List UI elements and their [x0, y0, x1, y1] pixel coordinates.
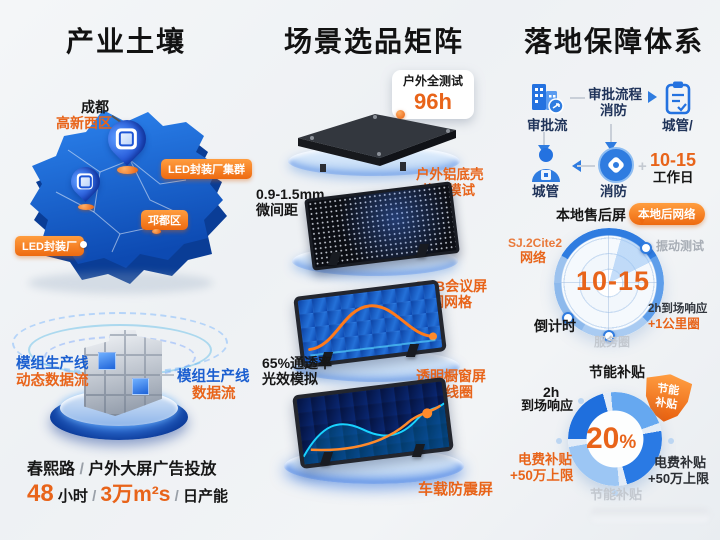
- gauge-label-resp-2: 到场响应: [521, 398, 574, 413]
- shield-line-2: 补贴: [654, 396, 678, 412]
- test-callout-card: 户外全测试 96h: [392, 70, 474, 120]
- map-badge-factory-dot: [80, 241, 87, 248]
- flow-down-line-1: [543, 132, 545, 145]
- gauge-label-resp-1: 2h: [543, 384, 560, 400]
- tower-right-label-1: 模组生产线: [177, 369, 250, 385]
- arrow-right-icon: [648, 91, 663, 103]
- column-title-guarantee: 落地保障体系: [524, 26, 705, 57]
- radar-dot-bottom: [603, 330, 615, 342]
- radar-label-left-1: SJ.2Cite2: [508, 236, 563, 250]
- gauge-label-right-2: +50万上限: [648, 471, 710, 486]
- arrow-down-icon-2: [605, 142, 617, 157]
- tower-right-connector: [160, 374, 174, 376]
- label-vehicle: 车载防震屏: [418, 481, 494, 498]
- label-outdoor-1: 户外铝底壳: [416, 167, 484, 182]
- radar-label-left-2: 网络: [520, 250, 547, 265]
- stats-hours-value: 48: [27, 480, 54, 507]
- flow-plus: +: [638, 158, 647, 175]
- gauge-label-faded: 节能补贴: [590, 487, 643, 502]
- approval-building-icon: [532, 84, 564, 114]
- watermark-blur: [590, 508, 710, 522]
- gauge-label-right-1: 电费补贴: [654, 455, 707, 470]
- flow-dash-2: [577, 165, 595, 167]
- arrow-left-icon: [566, 160, 581, 172]
- outdoor-module-image: [298, 114, 456, 172]
- gauge-label-left-2: +50万上限: [510, 468, 574, 483]
- gauge-pct: %: [619, 432, 637, 453]
- flow-down-line-2: [610, 124, 612, 142]
- label-pitch-2: 微间距: [256, 202, 298, 218]
- data-cube-blue-2: [132, 378, 149, 395]
- radar-label-service: 服务圈: [594, 335, 631, 349]
- radar-dot-topright: [640, 242, 652, 254]
- callout-dot: [396, 110, 405, 119]
- flow-node-chengguan-top: 城管/: [662, 118, 693, 133]
- stats-sep-2: /: [92, 488, 97, 505]
- radar-label-radius: +1公里圈: [648, 317, 700, 331]
- stats-row-1: 春熙路 / 户外大屏广告投放: [27, 461, 216, 479]
- callout-title: 户外全测试: [402, 74, 463, 88]
- stats-area: 3万m²s: [100, 483, 171, 506]
- data-cube-blue-1: [98, 352, 116, 370]
- map-badge-district: 邛都区: [141, 210, 188, 230]
- clipboard-icon: [665, 81, 691, 115]
- stats-sep-1: /: [79, 461, 84, 478]
- gauge-label-left-1: 电费补贴: [518, 452, 572, 467]
- gauge-dot-4: [668, 438, 674, 444]
- stats-campaign: 户外大屏广告投放: [88, 461, 217, 478]
- map-label-city: 成都: [81, 99, 109, 115]
- gauge-ring: [568, 392, 662, 486]
- label-transparency-2: 光效模拟: [262, 371, 318, 387]
- gauge-center-value: 20%: [586, 422, 636, 457]
- map-badge-district-dot: [152, 229, 161, 234]
- radar-label-vibration: 振动测试: [656, 239, 705, 253]
- flow-days-unit: 工作日: [653, 170, 694, 185]
- map-pin-factory-base: [78, 204, 94, 210]
- stats-place: 春熙路: [27, 461, 76, 478]
- map-pin-main-base: [117, 166, 138, 174]
- tower-right-label-2: 数据流: [192, 386, 236, 402]
- radar-header: 本地售后屏: [556, 207, 626, 223]
- fire-icon: [598, 147, 634, 183]
- gauge-dot-2: [556, 438, 562, 444]
- column-title-industry: 产业土壤: [66, 26, 187, 57]
- tower-left-label-2: 动态数据流: [16, 373, 89, 389]
- vehicle-screen-image: [292, 376, 454, 470]
- stats-row-2: 48 小时 / 3万m²s / 日产能: [27, 480, 228, 508]
- radar-dot-bottomleft: [562, 312, 574, 324]
- flow-node-fire: 消防: [600, 184, 627, 199]
- stats-hours-unit: 小时: [57, 488, 88, 505]
- officer-icon: [532, 148, 560, 182]
- flow-days: 10-15: [650, 150, 697, 170]
- flow-node-approval: 审批流: [527, 118, 568, 133]
- flow-edge-process-2: 消防: [600, 103, 627, 118]
- stats-capacity: 日产能: [182, 488, 228, 505]
- flow-dash-1: [570, 97, 585, 99]
- radar-badge: 本地后网络: [629, 203, 705, 225]
- radar-label-countdown: 倒计时: [534, 318, 576, 334]
- stats-sep-3: /: [174, 488, 179, 505]
- label-transparency-1: 65%通透率: [262, 355, 333, 371]
- flow-node-chengguan: 城管: [532, 184, 559, 199]
- map-label-district: 高新西区: [56, 115, 112, 131]
- tower-left-label-1: 模组生产线: [16, 356, 89, 372]
- gauge-header: 节能补贴: [589, 364, 645, 380]
- gauge-dot-3: [612, 490, 618, 496]
- gauge-dot-1: [578, 398, 584, 404]
- callout-value: 96h: [414, 88, 452, 114]
- gauge-value: 20: [586, 422, 620, 455]
- radar-label-response: 2h到场响应: [648, 303, 708, 315]
- flow-edge-process-1: 审批流程: [588, 87, 642, 102]
- radar-center-value: 10-15: [576, 266, 651, 296]
- map-badge-factory: LED封装厂: [15, 236, 84, 256]
- map-shadow: [28, 272, 213, 294]
- column-title-matrix: 场景选品矩阵: [284, 26, 465, 57]
- map-badge-cluster: LED封装厂集群: [161, 159, 252, 179]
